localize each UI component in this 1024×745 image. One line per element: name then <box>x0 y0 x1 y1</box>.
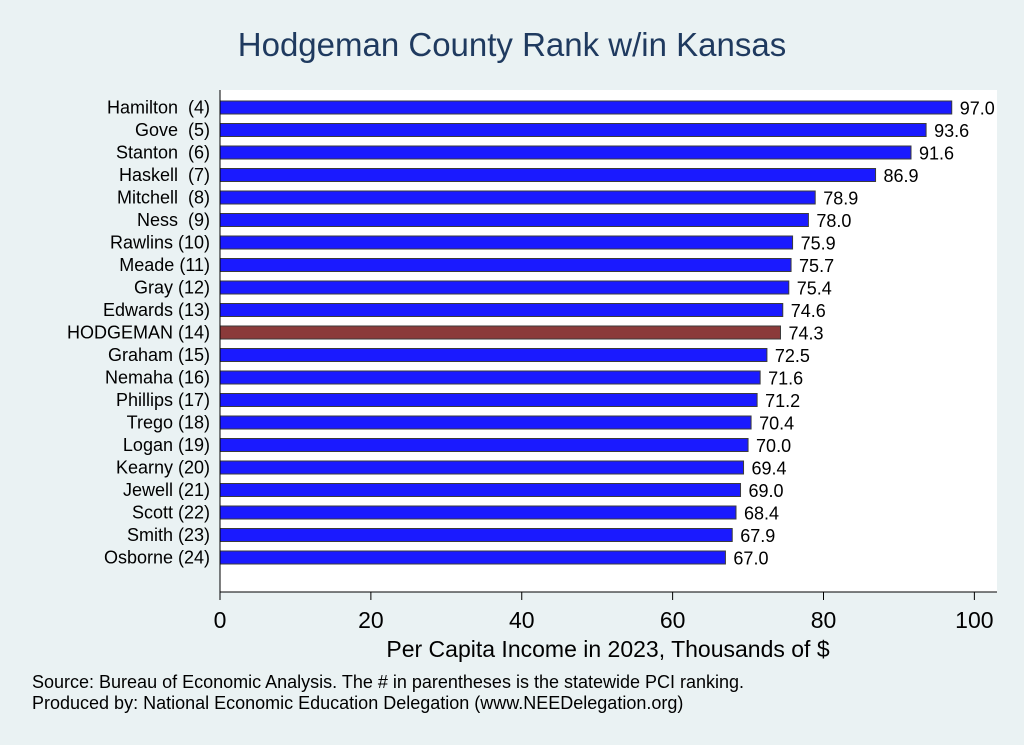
value-label-1: 93.6 <box>934 121 969 141</box>
value-label-16: 69.4 <box>752 459 787 479</box>
value-labels: 97.093.6 91.686.9 78.978.0 75.975.7 75.474.6… <box>733 99 994 569</box>
bar-15 <box>219 438 749 452</box>
bar-12 <box>219 370 761 385</box>
bar-1 <box>219 123 927 137</box>
bar-4 <box>219 190 816 205</box>
x-tick-label-5: 100 <box>955 607 993 633</box>
chart-title: Hodgeman County Rank w/in Kansas <box>237 26 787 63</box>
value-label-5: 78.0 <box>816 211 851 231</box>
x-ticks: 0 20 40 60 80 100 <box>214 592 994 633</box>
bar-8 <box>219 280 790 295</box>
value-label-15: 70.0 <box>756 436 791 456</box>
category-label-13: Phillips (17) <box>116 390 210 410</box>
value-label-14: 70.4 <box>759 414 794 434</box>
category-label-9: Edwards (13) <box>103 300 210 320</box>
x-tick-label-3: 60 <box>660 607 686 633</box>
value-label-7: 75.7 <box>799 256 834 276</box>
category-label-4: Mitchell (8) <box>117 188 210 208</box>
bar-6 <box>219 235 794 250</box>
category-label-11: Graham (15) <box>108 345 210 365</box>
category-label-19: Smith (23) <box>127 525 210 545</box>
value-label-17: 69.0 <box>749 481 784 501</box>
value-label-2: 91.6 <box>919 144 954 164</box>
x-tick-label-1: 20 <box>358 607 384 633</box>
category-labels: Hamilton (4)Gove (5) Stanton (6)Haskell (… <box>67 98 210 568</box>
category-label-16: Kearny (20) <box>116 458 210 478</box>
category-label-0: Hamilton (4) <box>107 98 210 118</box>
value-label-18: 68.4 <box>744 504 779 524</box>
footer: Source: Bureau of Economic Analysis. The… <box>32 672 744 714</box>
value-label-3: 86.9 <box>884 166 919 186</box>
bar-13 <box>219 393 758 407</box>
value-label-13: 71.2 <box>765 391 800 411</box>
bar-16 <box>219 460 745 475</box>
category-label-5: Ness (9) <box>137 210 210 230</box>
value-label-10: 74.3 <box>788 324 823 344</box>
x-tick-label-2: 40 <box>509 607 535 633</box>
bar-18 <box>219 505 737 520</box>
bar-3 <box>219 168 877 182</box>
value-label-11: 72.5 <box>775 346 810 366</box>
category-label-2: Stanton (6) <box>116 143 210 163</box>
value-label-12: 71.6 <box>768 369 803 389</box>
category-label-6: Rawlins (10) <box>110 233 210 253</box>
x-tick-label-4: 80 <box>811 607 837 633</box>
bar-14 <box>219 415 752 430</box>
category-label-3: Haskell (7) <box>119 165 210 185</box>
bar-0 <box>219 100 953 115</box>
bar-11 <box>219 348 768 362</box>
value-label-9: 74.6 <box>791 301 826 321</box>
category-label-1: Gove (5) <box>135 120 210 140</box>
category-label-15: Logan (19) <box>123 435 210 455</box>
bar-9 <box>219 303 784 317</box>
produced-by-note: Produced by: National Economic Education… <box>32 693 684 713</box>
category-label-20: Osborne (24) <box>104 548 210 568</box>
category-label-17: Jewell (21) <box>123 480 210 500</box>
value-label-20: 67.0 <box>733 549 768 569</box>
value-label-4: 78.9 <box>823 189 858 209</box>
value-label-0: 97.0 <box>960 99 995 119</box>
bar-5 <box>219 213 809 227</box>
category-label-18: Scott (22) <box>132 503 210 523</box>
category-label-14: Trego (18) <box>127 413 210 433</box>
x-axis-label: Per Capita Income in 2023, Thousands of … <box>386 636 829 662</box>
bar-7 <box>219 258 792 272</box>
category-label-7: Meade (11) <box>119 255 210 275</box>
bar-17 <box>219 483 742 497</box>
source-note: Source: Bureau of Economic Analysis. The… <box>32 672 745 692</box>
value-label-19: 67.9 <box>740 526 775 546</box>
category-label-12: Nemaha (16) <box>105 368 210 388</box>
bar-10 <box>219 325 781 340</box>
x-tick-label-0: 0 <box>214 607 227 633</box>
bar-20 <box>219 550 726 565</box>
value-label-6: 75.9 <box>801 234 836 254</box>
bar-19 <box>219 528 733 542</box>
bar-2 <box>219 145 912 160</box>
value-label-8: 75.4 <box>797 279 832 299</box>
category-label-10: HODGEMAN (14) <box>67 323 210 343</box>
category-label-8: Gray (12) <box>134 278 210 298</box>
